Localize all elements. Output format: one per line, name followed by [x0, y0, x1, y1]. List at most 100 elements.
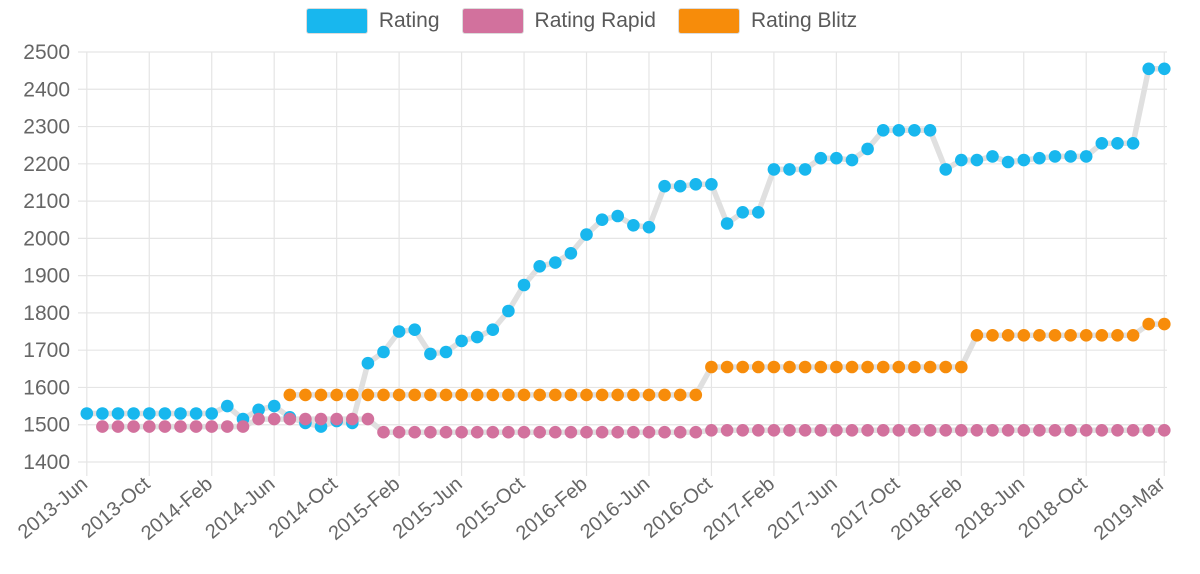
y-axis-label: 1700 [23, 339, 70, 362]
rating-point [1158, 62, 1171, 76]
rating-point [455, 334, 468, 348]
rating-blitz-point [767, 360, 781, 374]
x-axis-label: 2015-Jun [389, 473, 467, 543]
rating-rapid-point [861, 424, 874, 437]
rating-rapid-point [705, 424, 718, 437]
y-axis-label: 1500 [23, 414, 70, 437]
y-axis-label: 2400 [23, 78, 70, 101]
rating-point [267, 399, 281, 413]
rating-blitz-point [1111, 329, 1124, 342]
rating-blitz-point [908, 360, 921, 374]
rating-rapid-point [314, 412, 328, 426]
legend-swatch-icon [305, 8, 368, 34]
rating-rapid-point [1001, 424, 1015, 437]
rating-rapid-point [580, 425, 593, 439]
rating-blitz-point [470, 388, 484, 402]
rating-point [424, 347, 437, 361]
rating-blitz-point [330, 388, 344, 402]
rating-blitz-point [752, 360, 765, 374]
rating-point [861, 142, 874, 156]
legend-swatch-icon [461, 8, 524, 34]
rating-rapid-point [736, 424, 749, 437]
x-axis-label: 2013-Jun [14, 473, 92, 543]
rating-point [377, 345, 390, 359]
chart-legend: Rating Rating Rapid Rating Blitz [0, 8, 1163, 34]
rating-point [689, 178, 703, 191]
rating-point [814, 151, 828, 165]
rating-point [955, 153, 968, 167]
rating-blitz-point [1001, 329, 1015, 342]
rating-blitz-point [876, 360, 890, 374]
rating-rapid-point [627, 425, 640, 439]
rating-point [673, 179, 687, 193]
rating-point [830, 151, 843, 165]
rating-rapid-point [236, 420, 250, 433]
rating-rapid-point [689, 425, 703, 439]
legend-label: Rating Rapid [534, 9, 656, 32]
rating-blitz-point [861, 360, 874, 374]
rating-rapid-point [470, 425, 484, 439]
rating-blitz-point [798, 360, 812, 374]
rating-rapid-point [908, 424, 921, 437]
legend-item-rating[interactable]: Rating [305, 8, 440, 34]
rating-rapid-point [892, 424, 906, 437]
rating-rapid-point [96, 420, 109, 433]
rating-blitz-point [1126, 329, 1140, 342]
rating-point [143, 407, 156, 420]
rating-rapid-point [830, 424, 843, 437]
rating-blitz-point [408, 388, 422, 402]
rating-point [1126, 137, 1140, 150]
x-axis-label: 2016-Jun [576, 473, 654, 543]
rating-point [1095, 137, 1109, 150]
rating-blitz-point [892, 360, 906, 374]
rating-rapid-point [1079, 424, 1093, 437]
rating-point [908, 124, 921, 137]
rating-blitz-point [1142, 317, 1155, 331]
rating-blitz-point [658, 388, 671, 402]
rating-rapid-point [923, 424, 937, 437]
rating-blitz-point [955, 360, 968, 374]
rating-rapid-point [158, 420, 172, 433]
rating-blitz-point [424, 388, 437, 402]
rating-blitz-point [627, 388, 640, 402]
rating-point [564, 247, 578, 260]
rating-line [84, 66, 1168, 430]
legend-item-rating-blitz[interactable]: Rating Blitz [677, 8, 857, 34]
rating-point [970, 153, 984, 167]
rating-rapid-point [767, 424, 781, 437]
rating-point [876, 124, 890, 137]
rating-point [720, 217, 734, 230]
rating-blitz-point [533, 388, 546, 402]
rating-point [80, 407, 94, 420]
rating-blitz-point [361, 388, 375, 402]
rating-rapid-point [564, 425, 578, 439]
rating-rapid-point [283, 412, 297, 426]
rating-point [111, 407, 125, 420]
rating-blitz-point [564, 388, 578, 402]
rating-point [845, 153, 859, 167]
rating-blitz-point [455, 388, 468, 402]
rating-blitz-point [814, 360, 828, 374]
rating-point [96, 407, 109, 420]
rating-blitz-point [986, 329, 999, 342]
rating-point [252, 403, 265, 417]
rating-rapid-point [876, 424, 890, 437]
rating-rapid-point [595, 425, 609, 439]
rating-rapid-point [720, 424, 734, 437]
rating-point [517, 278, 531, 292]
y-axis-label: 1600 [23, 376, 70, 399]
rating-point [767, 163, 781, 176]
rating-point [408, 323, 422, 337]
y-axis-label: 1400 [23, 451, 70, 474]
rating-blitz-point [1017, 329, 1031, 342]
rating-point [1033, 151, 1046, 165]
x-axis-label: 2019-Mar [1090, 473, 1170, 545]
rating-blitz-point [486, 388, 500, 402]
rating-blitz-point [705, 360, 718, 374]
rating-rapid-point [814, 424, 828, 437]
legend-item-rating-rapid[interactable]: Rating Rapid [461, 8, 656, 34]
rating-rapid-point [392, 425, 406, 439]
y-axis-label: 1900 [23, 265, 70, 288]
rating-rapid-point [189, 420, 203, 433]
